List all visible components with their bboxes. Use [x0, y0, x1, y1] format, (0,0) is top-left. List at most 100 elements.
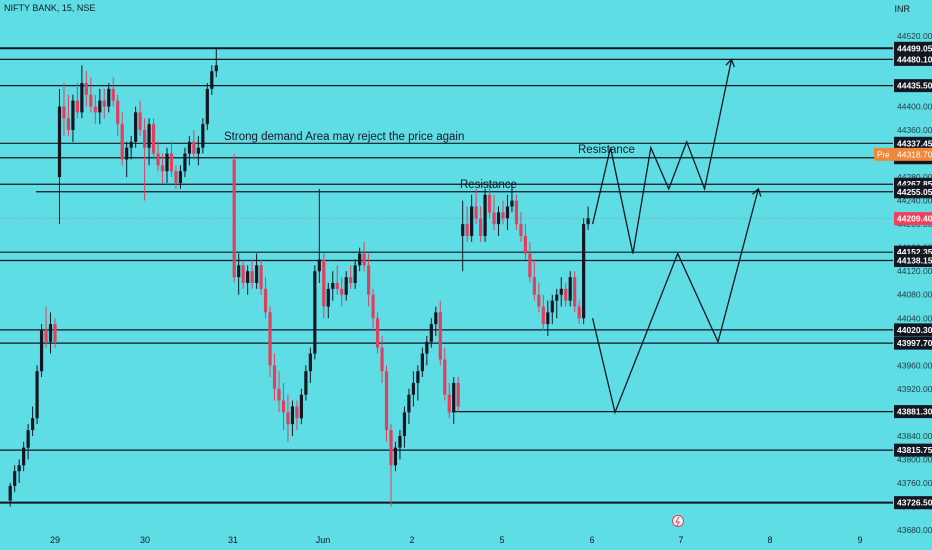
- candle-body: [31, 418, 35, 431]
- level-label-text: 43726.50: [897, 498, 932, 508]
- level-label-box: [894, 52, 932, 66]
- level-label-box: [894, 336, 932, 350]
- candle-body: [492, 212, 496, 225]
- candle-body: [452, 382, 456, 413]
- candle-body: [322, 259, 326, 307]
- candle-body: [496, 212, 501, 225]
- x-tick-label: 30: [140, 535, 150, 545]
- x-tick-label: 9: [857, 535, 862, 545]
- candle-body: [501, 212, 505, 219]
- level-label-text: 44138.15: [897, 256, 932, 266]
- candle-body: [362, 253, 366, 266]
- candle-body: [250, 271, 254, 283]
- x-tick-label: 2: [409, 535, 414, 545]
- annotation-text: Strong demand Area may reject the price …: [224, 131, 464, 143]
- level-label-box: [894, 254, 932, 268]
- price-axis: 44520.0044480.0044440.0044400.0044360.00…: [897, 31, 932, 535]
- candle-body: [411, 382, 415, 395]
- projection-path: [591, 59, 733, 254]
- pre-market-box: [874, 147, 932, 161]
- level-label-box: [894, 443, 932, 457]
- candle-body: [48, 324, 53, 342]
- x-tick-label: 6: [589, 535, 594, 545]
- level-label-text: 44267.85: [897, 179, 932, 189]
- candle-body: [407, 394, 411, 413]
- candle-body: [568, 277, 572, 301]
- candle-body: [349, 277, 353, 283]
- candle-body: [13, 471, 17, 486]
- candle-body: [483, 194, 487, 236]
- candle-body: [272, 365, 277, 389]
- level-label-text: 44499.05: [897, 43, 932, 53]
- candle-body: [295, 406, 299, 419]
- candle-body: [169, 153, 174, 172]
- projection-arrowhead: [752, 187, 762, 197]
- candle-body: [375, 318, 380, 348]
- candle-body: [317, 259, 321, 272]
- y-tick-label: 44400.00: [897, 102, 932, 112]
- candle-body: [151, 124, 156, 154]
- candle-body: [116, 100, 120, 125]
- candle-body: [313, 271, 317, 354]
- candle-body: [62, 106, 66, 119]
- symbol-header: NIFTY BANK, 15, NSE: [4, 3, 96, 13]
- level-label-box: [894, 136, 932, 150]
- candle-body: [577, 306, 581, 319]
- candle-body: [546, 312, 550, 325]
- candle-body: [98, 100, 102, 113]
- candle-body: [519, 224, 523, 236]
- level-label-text: 43815.75: [897, 445, 932, 455]
- currency-label: INR: [894, 4, 911, 14]
- candle-body: [44, 330, 48, 342]
- candle-body: [8, 485, 12, 501]
- candle-body: [564, 288, 568, 301]
- candle-body: [129, 141, 133, 148]
- candle-body: [196, 147, 200, 154]
- x-tick-label: 29: [50, 535, 60, 545]
- level-label-text: 43881.30: [897, 407, 932, 417]
- candle-body: [263, 288, 268, 313]
- y-tick-label: 44360.00: [897, 125, 932, 135]
- candle-body: [528, 253, 532, 278]
- y-tick-label: 43800.00: [897, 454, 932, 464]
- candle-body: [465, 224, 469, 236]
- candle-body: [205, 88, 209, 125]
- candle-body: [353, 265, 357, 283]
- candle-body: [93, 106, 97, 113]
- candle-body: [398, 435, 402, 448]
- candle-body: [259, 265, 263, 289]
- candle-body: [286, 412, 290, 425]
- candle-body: [389, 430, 393, 466]
- candle-body: [299, 394, 303, 419]
- candle-body: [335, 282, 339, 289]
- y-tick-label: 44120.00: [897, 266, 932, 276]
- current-price-label-text: 44209.40: [897, 214, 932, 224]
- candle-body: [183, 153, 187, 172]
- candle-body: [487, 194, 492, 213]
- current-price-label-box: [894, 212, 932, 226]
- level-labels: 44499.0544480.1044435.5044337.4544312.95…: [874, 41, 932, 510]
- level-label-box: [894, 79, 932, 93]
- candle-body: [102, 100, 106, 107]
- candle-body: [308, 353, 312, 372]
- y-tick-label: 44240.00: [897, 196, 932, 206]
- level-label-box: [894, 405, 932, 419]
- candle-body: [35, 371, 39, 419]
- candle-body: [80, 82, 84, 113]
- pre-market-label: 44318.70: [897, 149, 932, 159]
- level-label-text: 44480.10: [897, 54, 932, 64]
- y-tick-label: 43760.00: [897, 478, 932, 488]
- candle-body: [340, 288, 344, 295]
- pre-market-tag: Pre: [877, 150, 890, 159]
- candle-body: [53, 324, 57, 342]
- candle-body: [331, 282, 335, 289]
- level-label-text: 44152.35: [897, 247, 932, 257]
- candle-body: [344, 277, 348, 295]
- y-tick-label: 43960.00: [897, 360, 932, 370]
- candle-body: [358, 253, 362, 266]
- level-label-text: 44337.45: [897, 138, 932, 148]
- level-label-box: [894, 185, 932, 199]
- candle-body: [237, 265, 241, 278]
- projection-arrowhead: [725, 58, 735, 68]
- candle-body: [326, 288, 330, 307]
